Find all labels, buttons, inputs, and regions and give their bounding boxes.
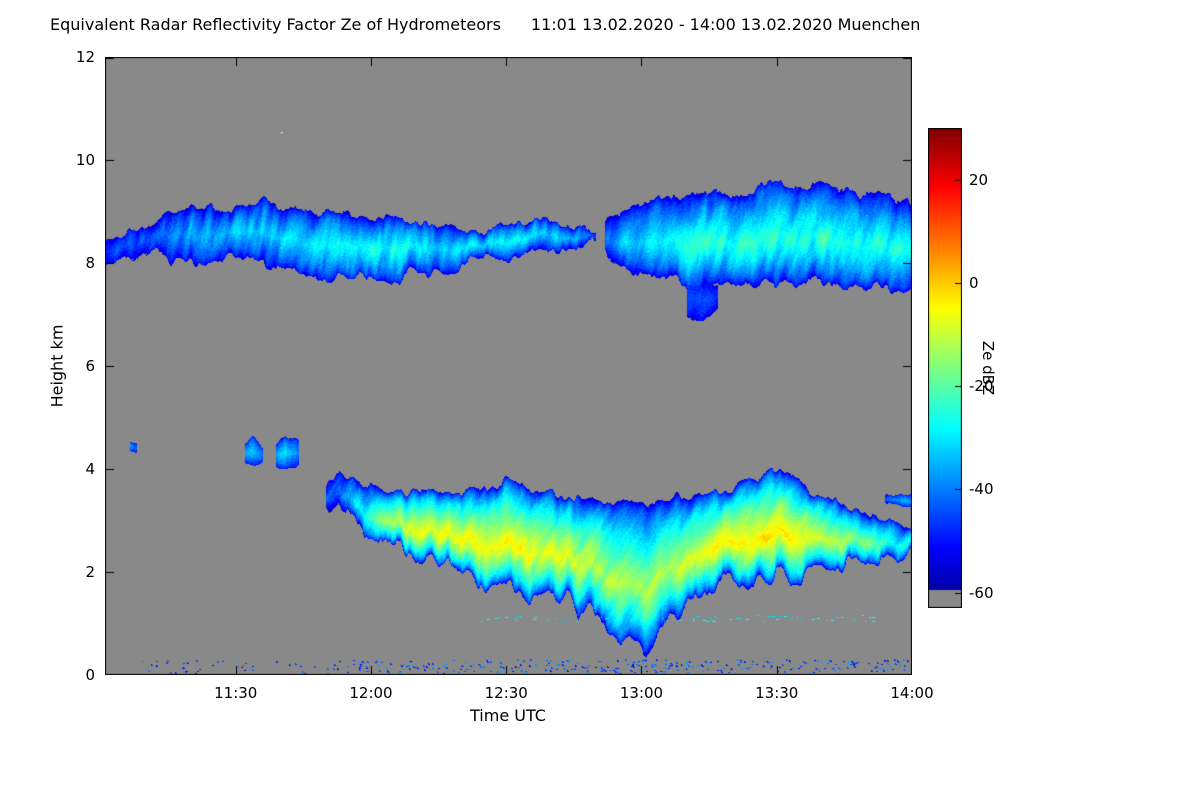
y-tick-label: 12	[75, 48, 95, 66]
x-tick-label: 14:00	[890, 684, 934, 702]
colorbar-tick-label: -40	[969, 480, 994, 499]
colorbar-tick-label: 0	[969, 273, 979, 292]
y-tick-label: 6	[85, 357, 95, 375]
y-tick-label: 2	[85, 563, 95, 581]
y-tick-label: 10	[75, 151, 95, 169]
x-tick-label: 11:30	[214, 684, 258, 702]
x-tick-label: 13:00	[619, 684, 664, 702]
colorbar-tick-label: -60	[969, 583, 994, 602]
colorbar-tick-label: -20	[969, 377, 994, 396]
x-tick-label: 12:00	[349, 684, 393, 702]
chart-title-period: 11:01 13.02.2020 - 14:00 13.02.2020 Muen…	[530, 15, 921, 34]
x-tick-label: 12:30	[484, 684, 528, 702]
colorbar-canvas	[928, 128, 962, 608]
reflectivity-heatmap-canvas	[105, 57, 912, 675]
y-tick-label: 8	[85, 254, 95, 272]
chart-title-main: Equivalent Radar Reflectivity Factor Ze …	[50, 15, 501, 34]
colorbar-tick-label: 20	[969, 170, 989, 189]
y-tick-label: 0	[85, 666, 95, 684]
x-axis-label: Time UTC	[470, 706, 546, 725]
y-tick-label: 4	[85, 460, 95, 478]
x-tick-label: 13:30	[755, 684, 799, 702]
chart-title: Equivalent Radar Reflectivity Factor Ze …	[50, 15, 920, 34]
